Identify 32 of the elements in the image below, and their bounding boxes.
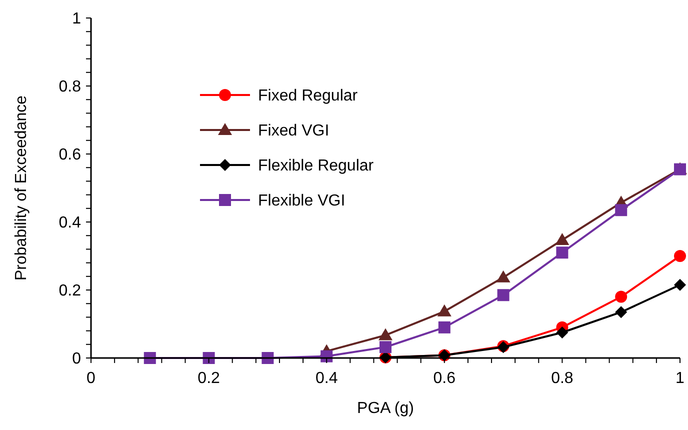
point (555, 233, 570, 246)
y-tick-label: 0.4 (58, 214, 82, 232)
point (615, 306, 628, 318)
legend-label: Flexible VGI (258, 192, 346, 210)
point (497, 289, 510, 302)
point (438, 321, 450, 334)
x-tick-label: 0.4 (315, 370, 338, 387)
x-tick-label: 0 (86, 370, 96, 387)
point (380, 341, 392, 354)
x-tick-label: 0.6 (433, 370, 456, 387)
point (674, 250, 686, 262)
point (615, 290, 628, 303)
point (437, 304, 452, 316)
y-tick-label: 0.6 (58, 146, 82, 164)
point (674, 278, 686, 291)
point (556, 326, 568, 338)
point (496, 270, 510, 282)
x-axis-title: PGA (g) (357, 400, 414, 417)
y-tick-label: 0 (72, 350, 82, 368)
x-tick-label: 0.2 (198, 370, 220, 387)
legend-label: Fixed Regular (258, 88, 358, 105)
point (556, 246, 568, 259)
point (378, 328, 392, 340)
y-tick-label: 0.2 (58, 282, 82, 300)
y-axis-title: Probability of Exceedance (13, 95, 30, 280)
legend-label: Fixed VGI (258, 122, 330, 140)
point (615, 204, 628, 216)
legend-label: Flexible Regular (258, 158, 374, 175)
x-tick-label: 1 (676, 370, 685, 387)
y-tick-label: 1 (72, 10, 82, 28)
x-tick-label: 0.8 (551, 370, 574, 387)
y-tick-label: 0.8 (58, 78, 82, 96)
